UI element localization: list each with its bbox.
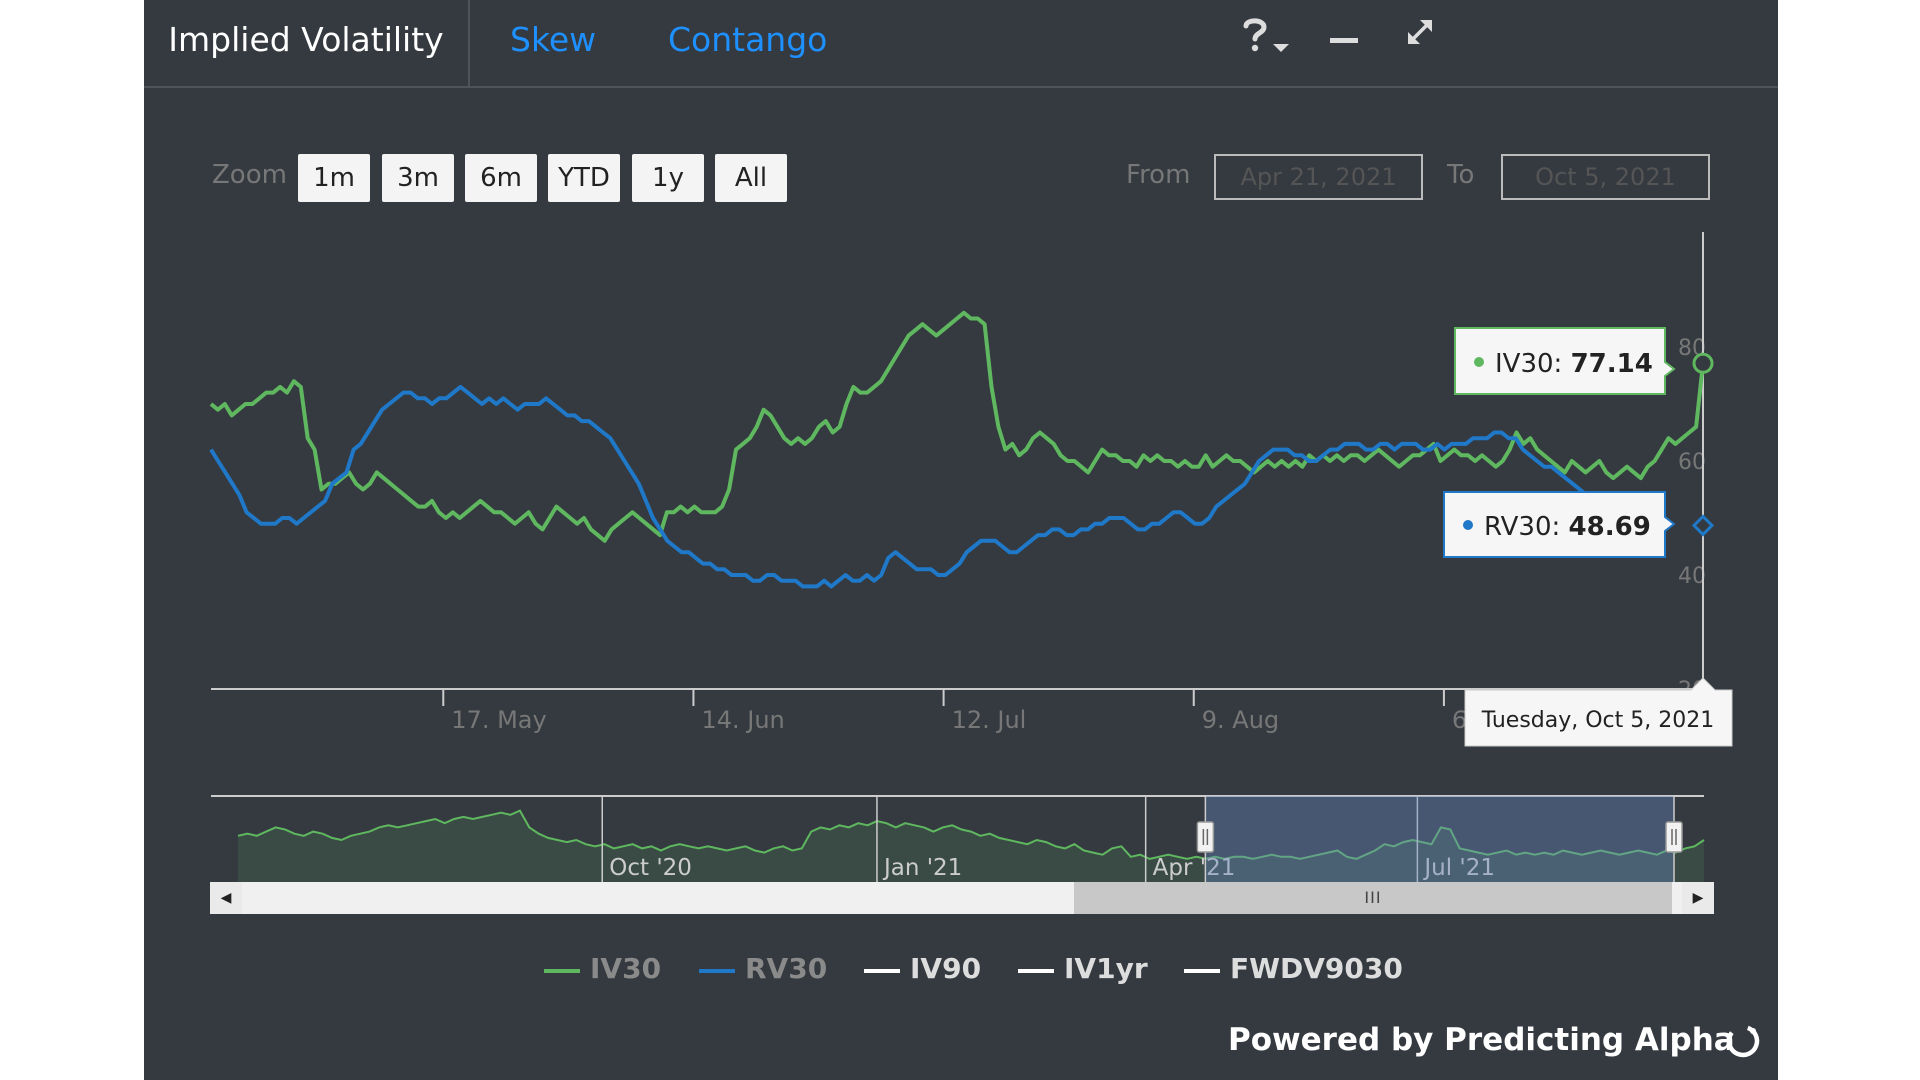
rv30-tooltip-value: 48.69 (1569, 512, 1651, 542)
navigator-left-handle[interactable] (1196, 821, 1215, 853)
iv30-tooltip-value: 77.14 (1571, 349, 1653, 379)
iv30-tooltip-label: IV30 (1495, 349, 1554, 379)
legend-swatch (544, 969, 580, 973)
legend-swatch (1184, 969, 1220, 973)
legend-swatch (699, 969, 735, 973)
legend-swatch (1018, 969, 1054, 973)
navigator-axis: Oct '20 Jan '21 Apr '21 Jul '21 (601, 796, 1495, 882)
help-icon[interactable] (1240, 16, 1270, 60)
navigator-label: Jan '21 (882, 855, 962, 881)
date-tooltip: Tuesday, Oct 5, 2021 (1464, 677, 1733, 747)
from-label: From (1126, 160, 1191, 190)
navigator-area (238, 810, 1704, 882)
navigator-line (237, 809, 1705, 860)
zoom-ytd-button[interactable]: YTD (548, 154, 620, 202)
series-iv30-line (209, 310, 1705, 543)
iv30-tooltip: IV30: 77.14 (1454, 327, 1676, 395)
scrollbar-thumb[interactable]: III (1074, 882, 1672, 914)
zoom-3m-button[interactable]: 3m (382, 154, 454, 202)
legend-label: FWDV9030 (1230, 952, 1403, 985)
zoom-6m-button[interactable]: 6m (465, 154, 537, 202)
expand-icon[interactable] (1404, 16, 1436, 56)
zoom-all-button[interactable]: All (715, 154, 787, 202)
x-axis: 17. May 14. Jun 12. Jul 9. Aug 6 (442, 689, 1467, 734)
volatility-widget: Implied Volatility Skew Contango Zoom 1m… (144, 0, 1778, 1080)
minimize-icon[interactable] (1328, 20, 1360, 58)
y-tick-label: 60 (1678, 450, 1706, 475)
legend-label: IV1yr (1064, 952, 1148, 985)
from-date-input[interactable] (1214, 154, 1423, 200)
to-date-input[interactable] (1501, 154, 1710, 200)
rv30-hover-marker (1691, 514, 1715, 537)
navigator[interactable]: Oct '20 Jan '21 Apr '21 Jul '21 (211, 795, 1705, 882)
legend: IV30 RV30 IV90 IV1yr FWDV9030 (144, 950, 1778, 990)
x-tick-label: 9. Aug (1202, 706, 1279, 734)
navigator-label: Jul '21 (1422, 855, 1495, 881)
tab-skew[interactable]: Skew (510, 20, 597, 59)
navigator-right-handle[interactable] (1665, 821, 1683, 853)
tab-bar: Implied Volatility Skew Contango (144, 0, 1778, 88)
rv30-tooltip-label: RV30 (1484, 512, 1552, 542)
navigator-label: Oct '20 (609, 855, 692, 881)
navigator-label: Apr '21 (1153, 855, 1236, 881)
tab-contango[interactable]: Contango (668, 20, 828, 59)
rv30-tooltip: RV30: 48.69 (1443, 491, 1676, 558)
svg-text:RV30: 48.69: RV30: 48.69 (1484, 512, 1651, 542)
legend-label: IV30 (590, 952, 662, 985)
x-tick-label: 12. Jul (952, 706, 1027, 734)
scroll-right-arrow-icon[interactable]: ▶ (1682, 882, 1714, 914)
zoom-label: Zoom (212, 160, 287, 190)
chevron-down-icon[interactable] (1272, 24, 1290, 62)
predicting-alpha-logo-icon (1726, 1024, 1760, 1058)
date-tooltip-text: Tuesday, Oct 5, 2021 (1481, 708, 1715, 733)
zoom-1m-button[interactable]: 1m (298, 154, 370, 202)
iv30-hover-marker (1692, 352, 1714, 374)
x-tick-label: 6 (1452, 706, 1467, 734)
legend-label: RV30 (745, 952, 828, 985)
to-label: To (1447, 160, 1475, 190)
svg-text:IV30: 77.14: IV30: 77.14 (1495, 349, 1653, 379)
zoom-1y-button[interactable]: 1y (632, 154, 704, 202)
x-tick-label: 14. Jun (701, 706, 784, 734)
series-rv30-line (209, 384, 1659, 589)
powered-by-text: Powered by Predicting Alpha (1228, 1022, 1735, 1058)
tab-implied-volatility[interactable]: Implied Volatility (144, 0, 470, 86)
y-tick-label: 40 (1678, 564, 1706, 589)
scrollbar-grip: III (1364, 888, 1382, 907)
legend-label: IV90 (910, 952, 982, 985)
navigator-scrollbar[interactable]: ◀ III ▶ (210, 882, 1714, 914)
navigator-selection[interactable] (1205, 796, 1674, 882)
scroll-left-arrow-icon[interactable]: ◀ (210, 882, 242, 914)
legend-swatch (864, 969, 900, 973)
x-tick-label: 17. May (451, 706, 546, 734)
